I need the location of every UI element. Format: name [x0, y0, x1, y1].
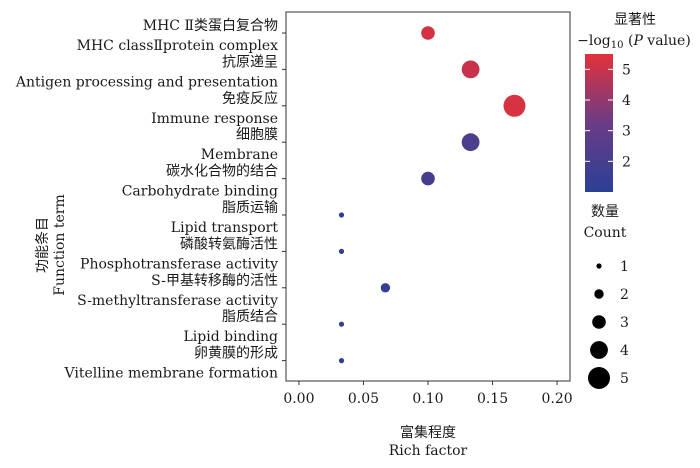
size-legend-title-cn: 数量: [591, 204, 619, 220]
y-label-cn: 抗原递呈: [222, 54, 278, 70]
size-legend-label: 4: [620, 343, 629, 359]
colorbar-tick-label: 3: [622, 124, 631, 140]
size-legend-dot: [594, 289, 604, 299]
y-label-cn: MHC Ⅱ类蛋白复合物: [143, 17, 278, 34]
y-label-en: MHC classⅡprotein complex: [77, 38, 278, 54]
x-tick-label: 0.20: [542, 391, 573, 407]
data-point: [503, 94, 526, 117]
y-label-en: Antigen processing and presentation: [15, 74, 278, 90]
y-label-cn: 碳水化合物的结合: [166, 164, 278, 180]
size-legend-dot: [596, 263, 602, 269]
x-axis-title-en: Rich factor: [389, 443, 468, 459]
y-label-cn: 细胞膜: [236, 127, 278, 143]
color-legend-colorbar: [585, 54, 613, 192]
data-point: [421, 26, 435, 40]
y-label-en: Immune response: [151, 111, 278, 127]
x-tick-label: 0.10: [412, 391, 443, 407]
size-legend-label: 2: [620, 287, 629, 303]
plot-panel: [285, 11, 571, 382]
data-point: [461, 133, 480, 152]
y-label-cn: 卵黄膜的形成: [194, 345, 278, 362]
size-legend-dot: [590, 341, 608, 359]
y-label-cn: 脂质结合: [222, 309, 278, 325]
y-label-cn: 免疫反应: [222, 90, 278, 107]
y-axis-title-cn: 功能条目: [34, 217, 51, 273]
y-axis-ticks: [282, 32, 286, 362]
data-point: [421, 171, 435, 186]
data-point: [338, 212, 345, 218]
data-point: [461, 60, 480, 79]
colorbar-tick-label: 5: [622, 62, 631, 78]
x-axis-title-cn: 富集程度: [400, 424, 456, 441]
y-label-cn: S-甲基转移酶的活性: [151, 272, 278, 289]
data-point: [380, 283, 391, 293]
y-label-cn: 脂质运输: [222, 200, 278, 216]
size-legend-label: 3: [620, 315, 629, 331]
y-label-en: Lipid binding: [184, 329, 279, 345]
data-point: [338, 321, 345, 327]
size-legend-dot: [592, 315, 606, 329]
y-axis-title-en: Function term: [52, 194, 68, 295]
x-axis-ticks: 0.00 0.05 0.10 0.15 0.20: [283, 381, 573, 407]
data-points: [338, 26, 526, 364]
color-legend-title-en: −log10 (P value): [577, 33, 691, 51]
x-tick-label: 0.15: [477, 391, 508, 407]
size-legend-label: 5: [620, 371, 629, 387]
color-legend-title-cn: 显著性: [614, 12, 656, 28]
y-label-en: S-methyltransferase activity: [77, 293, 278, 309]
y-label-en: Lipid transport: [171, 220, 279, 236]
y-label-en: Membrane: [201, 147, 278, 163]
data-point: [338, 248, 345, 254]
y-label-en: Carbohydrate binding: [122, 184, 278, 200]
size-legend-items: 1 2 3 4 5: [588, 259, 629, 389]
size-legend-label: 1: [620, 259, 629, 275]
size-legend-dot: [588, 367, 610, 389]
x-tick-label: 0.00: [283, 391, 314, 407]
color-legend-ticks: 5 4 3 2: [585, 62, 631, 170]
y-axis-labels: MHC Ⅱ类蛋白复合物 MHC classⅡprotein complex抗原递呈…: [15, 17, 279, 382]
x-tick-label: 0.05: [348, 391, 379, 407]
size-legend-title-en: Count: [584, 225, 627, 241]
colorbar-tick-label: 2: [622, 154, 631, 170]
y-label-cn: 磷酸转氨酶活性: [180, 236, 278, 252]
data-point: [338, 358, 345, 364]
colorbar-tick-label: 4: [622, 93, 631, 109]
y-label-en: Phosphotransferase activity: [80, 256, 278, 272]
y-label-en: Vitelline membrane formation: [64, 366, 279, 382]
